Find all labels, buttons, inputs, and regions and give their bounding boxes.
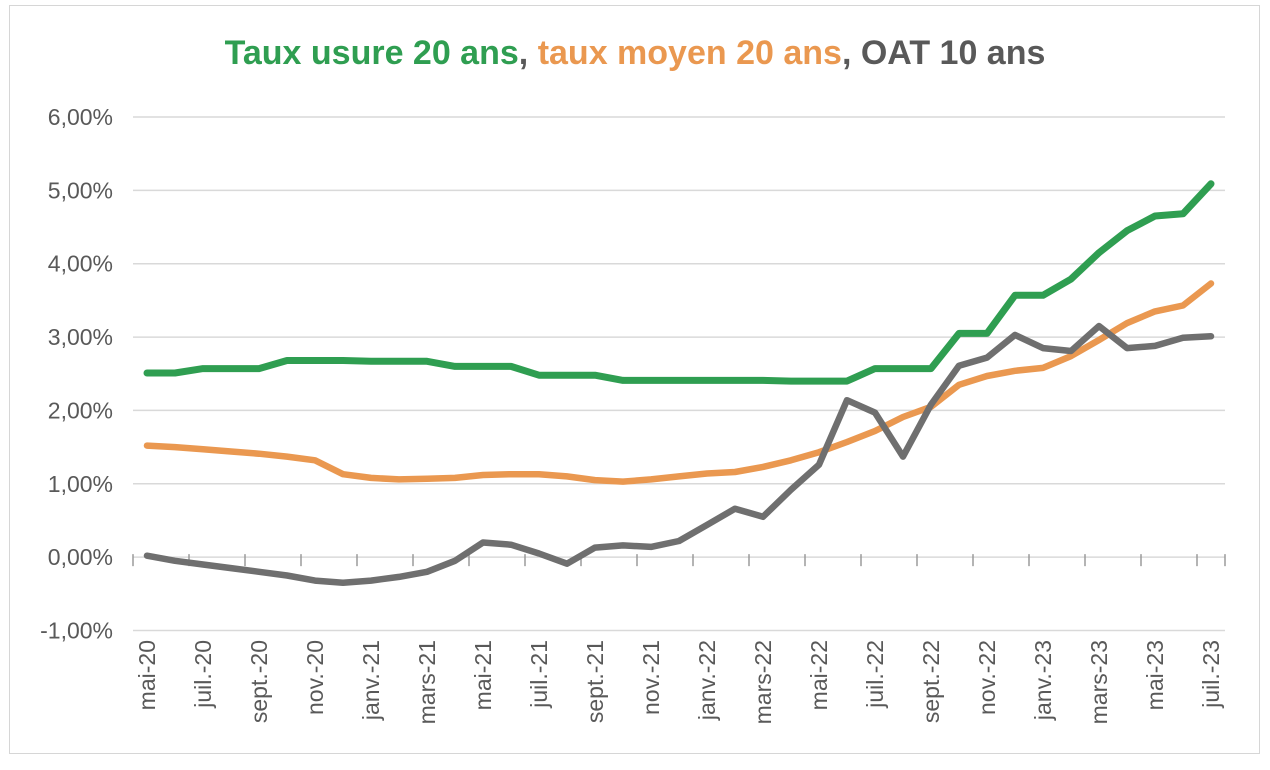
x-axis-tick-label: janv.-22	[694, 640, 720, 721]
y-axis-tick-label: 2,00%	[48, 397, 113, 423]
y-axis-tick-label: 4,00%	[48, 251, 113, 277]
x-axis-tick-label: mai-23	[1142, 640, 1168, 710]
x-axis-tick-label: sept.-22	[918, 640, 944, 723]
y-axis-tick-label: 3,00%	[48, 324, 113, 350]
y-axis-tick-label: 0,00%	[48, 544, 113, 570]
y-axis-tick-label: 1,00%	[48, 471, 113, 497]
x-axis-tick-label: sept.-21	[582, 640, 608, 723]
y-axis-tick-label: 5,00%	[48, 177, 113, 203]
x-axis-tick-label: mai-22	[806, 640, 832, 710]
x-axis-labels: mai-20 juil.-20 sept.-20 nov.-20 janv.-21 mar…	[134, 640, 1224, 724]
x-axis-tick-label: janv.-21	[358, 640, 384, 721]
chart-title: Taux usure 20 ans, taux moyen 20 ans, OA…	[0, 34, 1270, 73]
chart-title-separator-1: ,	[518, 34, 538, 72]
series-line-gray	[143, 322, 1215, 587]
series-line-green	[143, 180, 1215, 385]
y-axis-labels: 6,00% 5,00% 4,00% 3,00% 2,00% 1,00% 0,00% -1,00…	[40, 104, 113, 644]
x-axis-tick-label: mars-22	[750, 640, 776, 724]
x-axis-tick-label: janv.-23	[1030, 640, 1056, 721]
chart-title-separator-2: ,	[841, 34, 861, 72]
x-axis-tick-label: nov.-21	[638, 640, 664, 715]
x-axis-tick-label: mai-21	[470, 640, 496, 710]
x-axis-tick-label: juil.-20	[190, 640, 216, 709]
chart-title-oat: OAT 10 ans	[860, 34, 1046, 72]
chart-title-moyen: taux moyen 20 ans	[537, 34, 842, 72]
gridlines	[133, 116, 1225, 632]
x-axis-tick-label: juil.-21	[526, 640, 552, 709]
chart-title-usure: Taux usure 20 ans	[224, 34, 519, 72]
x-axis-tick-label: sept.-20	[246, 640, 272, 723]
x-axis-tick-label: juil.-22	[862, 640, 888, 709]
x-axis-tick-label: nov.-22	[974, 640, 1000, 715]
x-axis-tick-label: nov.-20	[302, 640, 328, 715]
x-axis-tick-label: juil.-23	[1198, 640, 1224, 709]
x-axis-tick-label: mai-20	[134, 640, 160, 710]
x-axis-tick-label: mars-21	[414, 640, 440, 724]
y-axis-tick-label: 6,00%	[48, 104, 113, 130]
y-axis-tick-label: -1,00%	[40, 618, 113, 644]
x-axis-ticks	[132, 554, 1226, 567]
series-line-orange	[143, 280, 1215, 485]
x-axis-tick-label: mars-23	[1086, 640, 1112, 724]
